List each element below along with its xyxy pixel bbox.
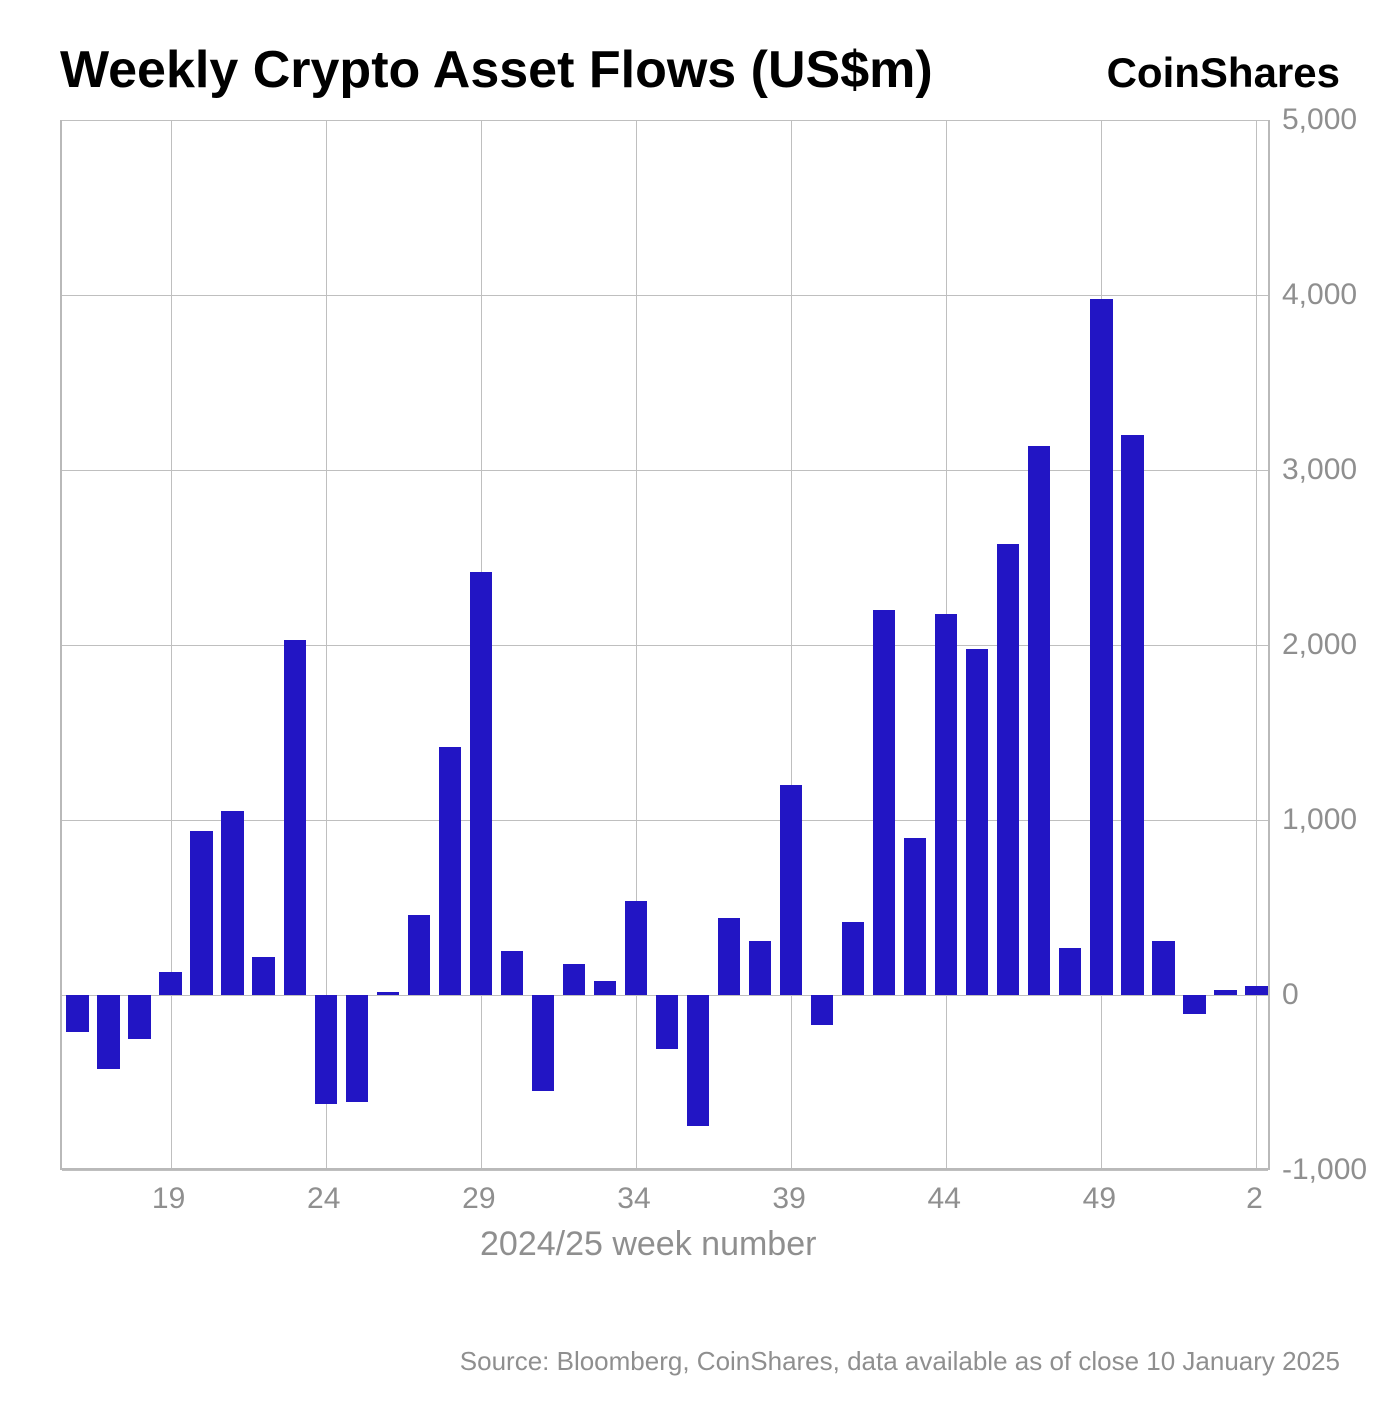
- bar: [159, 972, 181, 995]
- gridline-h: [62, 1170, 1268, 1171]
- gridline-v: [1256, 120, 1257, 1168]
- bar: [1028, 446, 1050, 996]
- y-axis-tick-label: 0: [1282, 978, 1299, 1012]
- bar: [439, 747, 461, 996]
- bar: [718, 918, 740, 995]
- bar: [1152, 941, 1174, 995]
- brand-logo-text: CoinShares: [1107, 49, 1340, 97]
- x-axis-tick-label: 29: [462, 1182, 495, 1216]
- bar: [221, 811, 243, 995]
- bar: [1090, 299, 1112, 996]
- bar: [625, 901, 647, 996]
- bar: [1121, 435, 1143, 995]
- chart-title: Weekly Crypto Asset Flows (US$m): [60, 40, 933, 100]
- bar: [1245, 986, 1267, 995]
- y-axis-tick-label: 3,000: [1282, 453, 1357, 487]
- bar: [97, 995, 119, 1069]
- gridline-h: [62, 120, 1268, 121]
- gridline-v: [791, 120, 792, 1168]
- bar: [470, 572, 492, 996]
- bar: [594, 981, 616, 995]
- y-axis-tick-label: 5,000: [1282, 103, 1357, 137]
- y-axis-tick-label: 4,000: [1282, 278, 1357, 312]
- x-axis-tick-label: 49: [1083, 1182, 1116, 1216]
- x-axis-tick-label: 19: [152, 1182, 185, 1216]
- bar: [408, 915, 430, 995]
- gridline-v: [636, 120, 637, 1168]
- x-axis-tick-label: 34: [617, 1182, 650, 1216]
- bar: [966, 649, 988, 996]
- bar: [66, 995, 88, 1032]
- bar: [904, 838, 926, 996]
- chart-area: 2024/25 week number -1,00001,0002,0003,0…: [60, 120, 1340, 1240]
- gridline-h: [62, 295, 1268, 296]
- gridline-v: [171, 120, 172, 1168]
- bar: [997, 544, 1019, 996]
- bar: [532, 995, 554, 1091]
- bar: [811, 995, 833, 1025]
- bar: [315, 995, 337, 1104]
- gridline-h: [62, 470, 1268, 471]
- bar: [190, 831, 212, 996]
- x-axis-tick-label: 24: [307, 1182, 340, 1216]
- y-axis-tick-label: -1,000: [1282, 1153, 1367, 1187]
- bar: [935, 614, 957, 996]
- bar: [873, 610, 895, 995]
- y-axis-tick-label: 1,000: [1282, 803, 1357, 837]
- bar: [687, 995, 709, 1126]
- bar: [377, 992, 399, 996]
- source-attribution: Source: Bloomberg, CoinShares, data avai…: [460, 1346, 1340, 1377]
- gridline-h: [62, 645, 1268, 646]
- bar: [252, 957, 274, 995]
- bar: [656, 995, 678, 1049]
- y-axis-tick-label: 2,000: [1282, 628, 1357, 662]
- bar: [128, 995, 150, 1039]
- bar: [1059, 948, 1081, 995]
- bar: [501, 951, 523, 995]
- x-axis-tick-label: 2: [1246, 1182, 1263, 1216]
- bar: [284, 640, 306, 995]
- plot-area: [60, 120, 1270, 1170]
- bar: [842, 922, 864, 996]
- x-axis-tick-label: 44: [928, 1182, 961, 1216]
- bar: [1183, 995, 1205, 1014]
- bar: [780, 785, 802, 995]
- bar: [346, 995, 368, 1102]
- bar: [749, 941, 771, 995]
- x-axis-title: 2024/25 week number: [480, 1225, 816, 1264]
- x-axis-tick-label: 39: [772, 1182, 805, 1216]
- bar: [1214, 990, 1236, 995]
- bar: [563, 964, 585, 996]
